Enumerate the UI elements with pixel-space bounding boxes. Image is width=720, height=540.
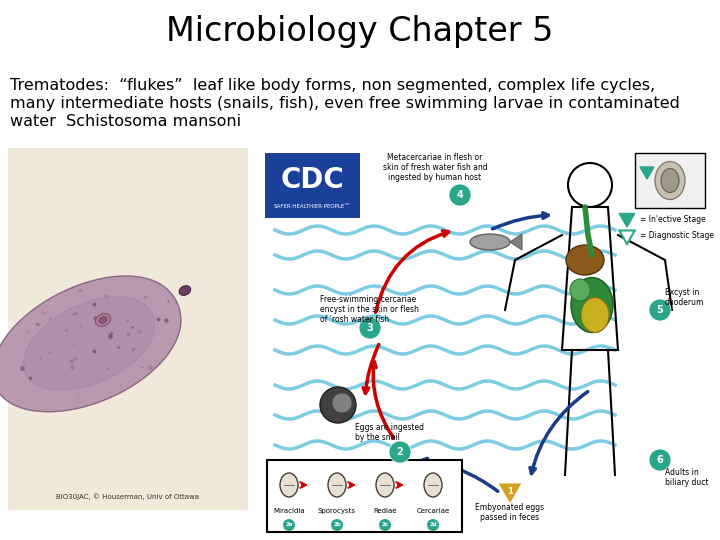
Text: 1: 1: [507, 487, 513, 496]
Ellipse shape: [570, 279, 590, 301]
Text: Trematodes:  “flukes”  leaf like body forms, non segmented, complex life cycles,: Trematodes: “flukes” leaf like body form…: [10, 78, 655, 93]
Circle shape: [649, 299, 671, 321]
Text: Eggs are ingested: Eggs are ingested: [355, 423, 424, 432]
Bar: [635, 153, 705, 208]
Text: Embyonated eggs: Embyonated eggs: [475, 503, 544, 512]
Ellipse shape: [376, 473, 394, 497]
Polygon shape: [0, 276, 181, 411]
Circle shape: [320, 387, 356, 423]
Text: 2: 2: [397, 447, 403, 457]
Text: passed in feces: passed in feces: [480, 513, 539, 522]
Text: Sporocysts: Sporocysts: [318, 508, 356, 514]
Ellipse shape: [470, 234, 510, 250]
Text: Free-swimming cercariae: Free-swimming cercariae: [320, 295, 416, 304]
Text: SAFER·HEALTHIER·PEOPLE™: SAFER·HEALTHIER·PEOPLE™: [274, 204, 351, 209]
Circle shape: [389, 441, 411, 463]
Text: Adults in: Adults in: [665, 468, 698, 477]
Ellipse shape: [328, 473, 346, 497]
Text: duoderum: duoderum: [665, 298, 704, 307]
Text: 4: 4: [456, 190, 464, 200]
Text: 3: 3: [366, 323, 374, 333]
Text: = Diagnostic Stage: = Diagnostic Stage: [640, 232, 714, 240]
Circle shape: [283, 519, 295, 531]
Polygon shape: [24, 297, 155, 390]
Bar: [267, 460, 462, 532]
Circle shape: [449, 184, 471, 206]
Text: 2b: 2b: [333, 523, 341, 528]
Ellipse shape: [655, 161, 685, 199]
Circle shape: [427, 519, 439, 531]
Ellipse shape: [581, 298, 609, 333]
Text: BIO30JAC, © Houserman, Univ of Ottawa: BIO30JAC, © Houserman, Univ of Ottawa: [56, 494, 199, 500]
Text: biliary duct: biliary duct: [665, 478, 708, 487]
Text: ingested by human host: ingested by human host: [388, 173, 482, 182]
Text: Microbiology Chapter 5: Microbiology Chapter 5: [166, 16, 554, 49]
Bar: [8, 148, 248, 510]
Text: 5: 5: [657, 305, 663, 315]
Ellipse shape: [99, 317, 107, 323]
Text: skin of fresh water fish and: skin of fresh water fish and: [383, 163, 487, 172]
Text: Rediae: Rediae: [373, 508, 397, 514]
Text: Metacercariae in flesh or: Metacercariae in flesh or: [387, 153, 482, 162]
Text: Cercariae: Cercariae: [416, 508, 449, 514]
Text: many intermediate hosts (snails, fish), even free swimming larvae in contaminate: many intermediate hosts (snails, fish), …: [10, 96, 680, 111]
Ellipse shape: [661, 168, 679, 192]
Ellipse shape: [566, 245, 604, 275]
Circle shape: [331, 519, 343, 531]
Text: 2a: 2a: [285, 523, 293, 528]
Ellipse shape: [179, 286, 191, 295]
Text: 6: 6: [657, 455, 663, 465]
Text: water  Schistosoma mansoni: water Schistosoma mansoni: [10, 114, 241, 129]
Text: Excyst in: Excyst in: [665, 288, 699, 297]
Polygon shape: [510, 234, 522, 250]
Ellipse shape: [424, 473, 442, 497]
Circle shape: [332, 393, 352, 413]
Text: Miracidia: Miracidia: [273, 508, 305, 514]
Ellipse shape: [95, 314, 111, 326]
Text: = In'ective Stage: = In'ective Stage: [640, 214, 706, 224]
Text: 2c: 2c: [382, 523, 389, 528]
Text: by the snail: by the snail: [355, 433, 400, 442]
Text: CDC: CDC: [281, 166, 344, 194]
Text: of 'rosh water fish: of 'rosh water fish: [320, 315, 389, 324]
Text: 2d: 2d: [429, 523, 437, 528]
Ellipse shape: [571, 278, 613, 333]
Bar: [255, 148, 715, 535]
Circle shape: [649, 449, 671, 471]
Bar: [265, 153, 360, 218]
Ellipse shape: [280, 473, 298, 497]
Circle shape: [359, 317, 381, 339]
Text: encyst in the skin or flesh: encyst in the skin or flesh: [320, 305, 419, 314]
Circle shape: [379, 519, 391, 531]
